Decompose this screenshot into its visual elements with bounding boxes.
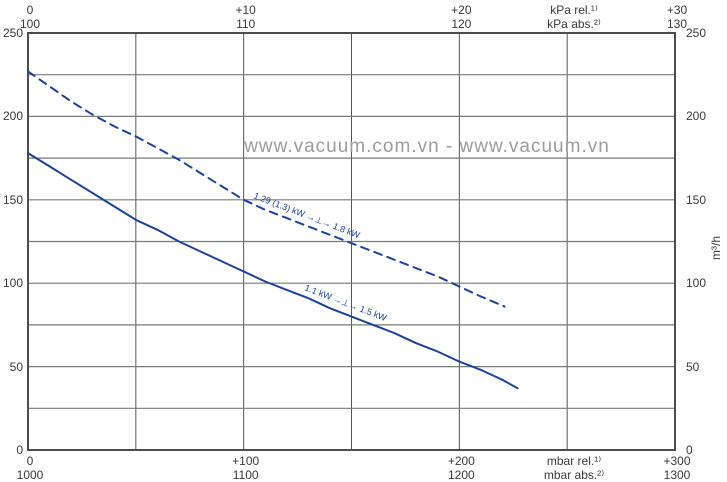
x-top-rel-unit: kPa rel.¹⁾ (550, 3, 598, 17)
y-right-tick: 100 (686, 276, 707, 291)
x-top-abs-tick: 110 (236, 17, 256, 31)
x-bottom-rel-tick: 0 (26, 454, 34, 468)
x-top-rel-tick: +20 (451, 3, 472, 17)
x-top-rel-tick: +30 (666, 3, 688, 17)
x-bottom-rel-tick: +300 (663, 454, 691, 468)
x-bottom-abs-tick: 1100 (232, 468, 259, 482)
pressure-flow-curve-60hz (27, 70, 506, 308)
y-right-tick: 50 (686, 359, 700, 374)
x-top-rel-tick: 0 (26, 3, 34, 17)
x-bottom-rel-tick: +200 (447, 454, 475, 468)
plot-border (27, 32, 676, 451)
y-axis-unit-label: m³/h (709, 236, 723, 260)
y-left-tick: 50 (9, 359, 23, 374)
y-right-tick: 200 (686, 109, 707, 124)
x-top-rel-tick: +10 (235, 3, 256, 17)
y-left-tick: 200 (2, 109, 23, 124)
curve-power-label: 1.29 (1.3) kW →⊥→ 1.8 kW (252, 191, 361, 241)
x-bottom-abs-unit: mbar abs.²⁾ (543, 468, 605, 482)
x-top-abs-unit: kPa abs.²⁾ (547, 17, 601, 31)
y-left-tick: 250 (2, 26, 23, 40)
x-bottom-abs-tick: 1000 (16, 468, 44, 482)
x-top-abs-tick: 130 (666, 17, 688, 31)
y-right-tick: 250 (686, 26, 707, 40)
y-left-tick: 100 (2, 276, 23, 291)
y-left-tick: 0 (16, 443, 23, 457)
y-left-tick: 150 (2, 192, 23, 207)
y-right-tick: 0 (686, 443, 693, 457)
x-bottom-abs-tick: 1200 (447, 468, 475, 482)
x-bottom-rel-unit: mbar rel.¹⁾ (546, 454, 602, 468)
x-top-abs-tick: 100 (19, 17, 41, 31)
x-top-abs-tick: 120 (451, 17, 472, 31)
watermark-text: www.vacuum.com.vn - www.vacuum.vn (244, 136, 610, 157)
x-bottom-abs-tick: 1300 (663, 468, 691, 482)
pressure-flow-curve-50hz (27, 152, 519, 390)
y-right-tick: 150 (686, 192, 707, 207)
x-bottom-rel-tick: +100 (232, 454, 260, 468)
